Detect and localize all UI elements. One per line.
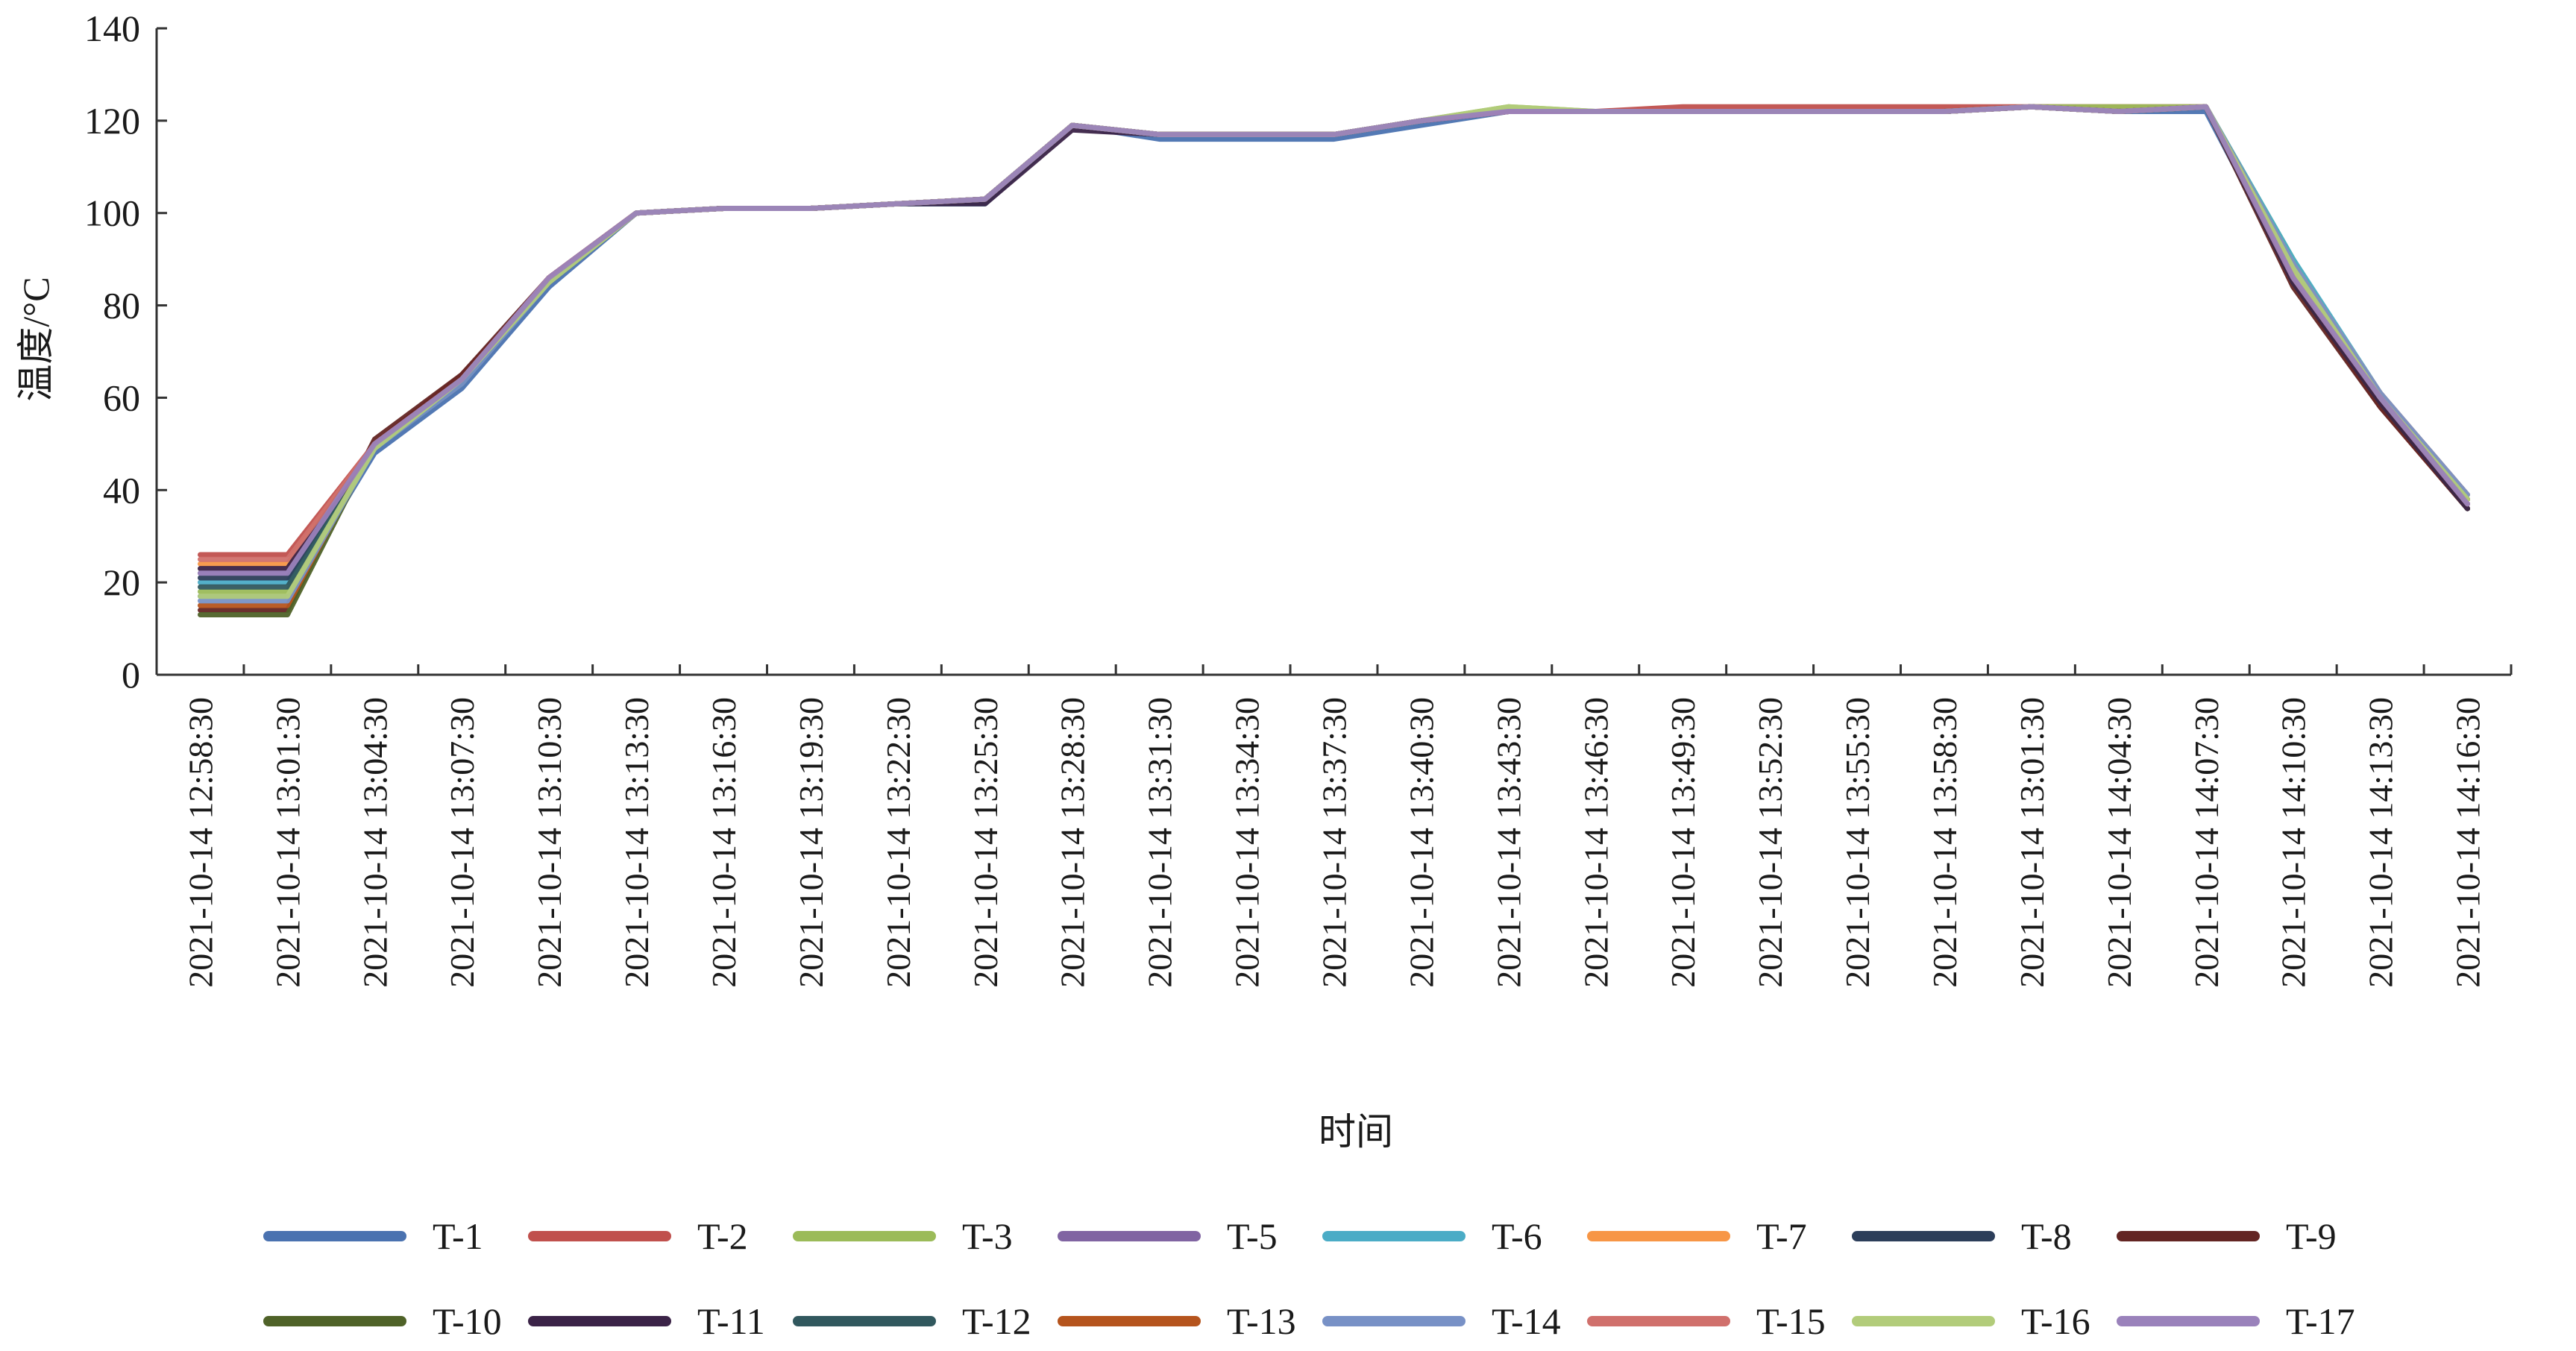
y-tick-label: 80	[103, 285, 140, 327]
y-tick-label: 140	[84, 7, 140, 49]
legend-label-T-14: T-14	[1492, 1300, 1561, 1342]
series-line-T-2	[198, 104, 2470, 558]
legend-label-T-5: T-5	[1227, 1215, 1278, 1257]
series-line-T-10	[198, 104, 2470, 617]
y-tick-label: 120	[84, 100, 140, 142]
x-tick-label: 2021-10-14 13:22:30	[879, 697, 917, 988]
y-axis-title: 温度/°C	[15, 277, 57, 401]
legend-label-T-2: T-2	[697, 1215, 748, 1257]
x-tick-label: 2021-10-14 13:52:30	[1751, 697, 1789, 988]
x-tick-label: 2021-10-14 13:40:30	[1402, 697, 1440, 988]
x-tick-label: 2021-10-14 13:28:30	[1054, 697, 1092, 988]
x-tick-label: 2021-10-14 13:01:30	[268, 697, 307, 988]
legend-label-T-16: T-16	[2021, 1300, 2090, 1342]
x-tick-label: 2021-10-14 14:10:30	[2275, 697, 2313, 988]
x-tick-label: 2021-10-14 13:25:30	[967, 697, 1005, 988]
x-tick-label: 2021-10-14 13:31:30	[1141, 697, 1179, 988]
legend-label-T-3: T-3	[962, 1215, 1013, 1257]
y-tick-label: 0	[122, 654, 140, 696]
series-line-T-8	[198, 104, 2470, 581]
series-line-T-15	[198, 104, 2470, 562]
x-tick-label: 2021-10-14 13:16:30	[705, 697, 743, 988]
x-tick-label: 2021-10-14 13:19:30	[792, 697, 830, 988]
series-line-T-9	[198, 104, 2470, 613]
series-layer	[198, 104, 2470, 617]
x-tick-label: 2021-10-14 13:55:30	[1838, 697, 1876, 988]
series-line-T-12	[198, 104, 2470, 590]
x-tick-label: 2021-10-14 14:16:30	[2449, 697, 2487, 988]
y-tick-label: 40	[103, 469, 140, 511]
x-tick-label: 2021-10-14 13:04:30	[356, 697, 394, 988]
legend-label-T-10: T-10	[433, 1300, 502, 1342]
x-tick-label: 2021-10-14 13:13:30	[618, 697, 656, 988]
x-tick-label: 2021-10-14 13:34:30	[1228, 697, 1266, 988]
legend-label-T-11: T-11	[697, 1300, 765, 1342]
series-line-T-17	[198, 104, 2470, 576]
legend-label-T-13: T-13	[1227, 1300, 1296, 1342]
legend-label-T-12: T-12	[962, 1300, 1031, 1342]
legend-label-T-7: T-7	[1756, 1215, 1807, 1257]
y-tick-label: 20	[103, 561, 140, 603]
y-tick-label: 60	[103, 377, 140, 418]
axis-labels: 温度/°C 时间	[15, 277, 1393, 1153]
x-tick-label: 2021-10-14 14:07:30	[2187, 697, 2225, 988]
x-tick-label: 2021-10-14 13:43:30	[1489, 697, 1527, 988]
x-tick-label: 2021-10-14 12:58:30	[181, 697, 219, 988]
x-tick-label: 2021-10-14 13:10:30	[530, 697, 568, 988]
x-axis-title: 时间	[1319, 1111, 1393, 1153]
legend-label-T-8: T-8	[2021, 1215, 2072, 1257]
x-tick-label: 2021-10-14 14:04:30	[2100, 697, 2138, 988]
legend-label-T-17: T-17	[2286, 1300, 2355, 1342]
series-line-T-3	[198, 104, 2470, 594]
legend: T-1 T-2 T-3 T-5 T-6 T-7 T-8 T-9 T-10 T-11 T-12 T-13…	[263, 1215, 2355, 1342]
legend-label-T-6: T-6	[1492, 1215, 1542, 1257]
series-line-T-14	[198, 104, 2470, 604]
y-tick-label: 100	[84, 192, 140, 234]
x-tick-label: 2021-10-14 13:49:30	[1664, 697, 1702, 988]
x-tick-label: 2021-10-14 13:37:30	[1316, 697, 1354, 988]
x-tick-label: 2021-10-14 14:13:30	[2362, 697, 2400, 988]
series-line-T-5	[198, 104, 2470, 576]
x-tick-label: 2021-10-14 13:46:30	[1577, 697, 1615, 988]
legend-label-T-15: T-15	[1756, 1300, 1826, 1342]
x-tick-label: 2021-10-14 13:07:30	[443, 697, 481, 988]
x-tick-label: 2021-10-14 13:01:30	[2013, 697, 2051, 988]
x-tick-label: 2021-10-14 13:58:30	[1926, 697, 1964, 988]
legend-label-T-9: T-9	[2286, 1215, 2337, 1257]
series-line-T-1	[198, 104, 2470, 599]
series-line-T-13	[198, 104, 2470, 608]
legend-label-T-1: T-1	[433, 1215, 483, 1257]
axes: 0 20 40 60 80 100 120 140 2021-10-14 12:58:30 202…	[84, 7, 2513, 988]
series-line-T-11	[198, 104, 2470, 572]
series-line-T-16	[198, 104, 2470, 599]
series-line-T-6	[198, 104, 2470, 585]
series-line-T-7	[198, 104, 2470, 567]
